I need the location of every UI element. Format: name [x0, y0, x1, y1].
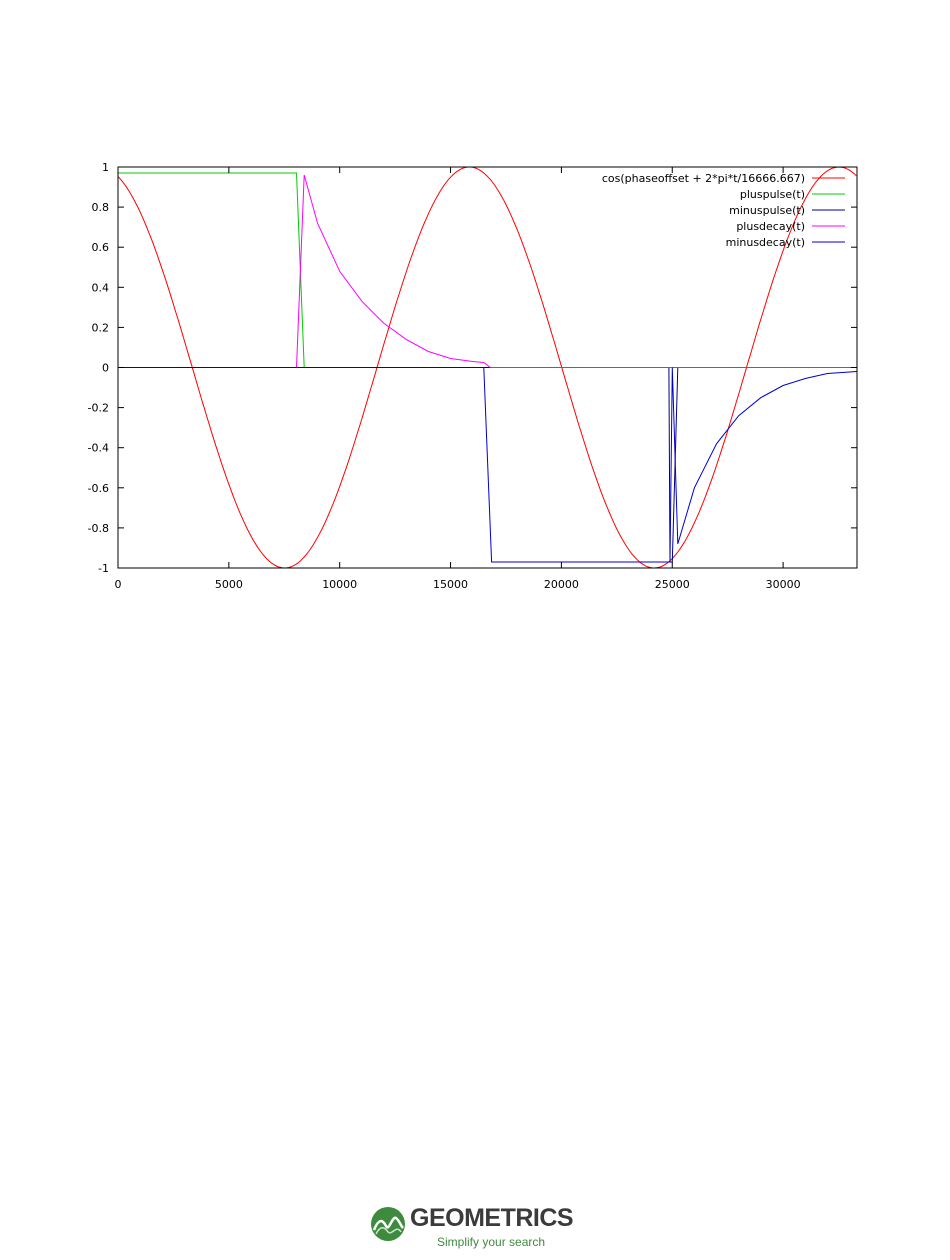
- y-tick-label: -1: [98, 562, 109, 575]
- geometrics-emblem-icon: [371, 1207, 405, 1241]
- x-tick-label: 30000: [766, 578, 801, 591]
- legend-label: cos(phaseoffset + 2*pi*t/16666.667): [602, 172, 805, 185]
- series-line-0: [118, 167, 857, 568]
- y-tick-label: 0.8: [92, 201, 110, 214]
- legend-label: pluspulse(t): [740, 188, 805, 201]
- axis-layer: 0 5000 10000 15000 20000 25000 30000 1 0.8 0.6 0.4…: [88, 161, 857, 591]
- chart: 0 5000 10000 15000 20000 25000 30000 1 0.8 0.6 0.4…: [88, 161, 858, 591]
- legend-label: plusdecay(t): [736, 220, 805, 233]
- x-tick-label: 20000: [544, 578, 579, 591]
- y-tick-label: 0: [102, 362, 109, 375]
- geometrics-logo: GEOMETRICS Simplify your search: [370, 1200, 600, 1255]
- x-tick-label: 25000: [655, 578, 690, 591]
- x-tick-label: 0: [115, 578, 122, 591]
- brand-tagline: Simplify your search: [437, 1235, 546, 1249]
- y-tick-label: 0.2: [92, 321, 110, 334]
- x-tick-label: 10000: [322, 578, 357, 591]
- legend-label: minuspulse(t): [729, 204, 805, 217]
- brand-name: GEOMETRICS: [410, 1204, 574, 1232]
- series-line-1: [118, 172, 857, 368]
- series-line-3: [118, 174, 857, 368]
- x-tick-label: 5000: [215, 578, 243, 591]
- y-tick-label: -0.2: [88, 402, 109, 415]
- y-tick-label: -0.4: [88, 442, 109, 455]
- x-tick-label: 15000: [433, 578, 468, 591]
- legend: cos(phaseoffset + 2*pi*t/16666.667) plusp…: [602, 172, 845, 249]
- legend-label: minusdecay(t): [726, 236, 805, 249]
- y-tick-label: 0.6: [92, 241, 110, 254]
- y-tick-label: -0.6: [88, 482, 109, 495]
- y-tick-label: -0.8: [88, 522, 109, 535]
- series-layer: [118, 167, 857, 568]
- y-tick-label: 1: [102, 161, 109, 174]
- y-tick-label: 0.4: [92, 281, 110, 294]
- series-line-4: [118, 367, 857, 563]
